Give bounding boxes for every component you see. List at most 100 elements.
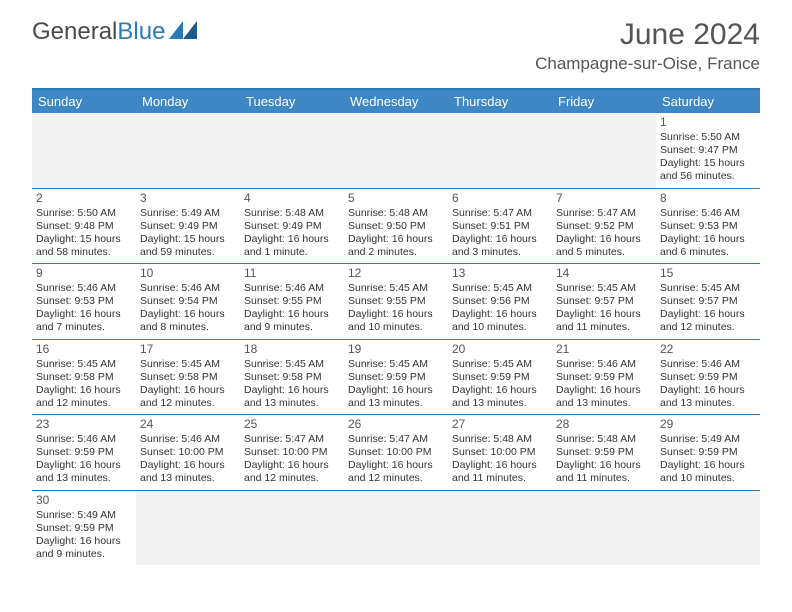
day-detail: Sunset: 9:58 PM [244, 371, 340, 384]
week-row: 2Sunrise: 5:50 AMSunset: 9:48 PMDaylight… [32, 189, 760, 265]
day-number: 9 [36, 266, 132, 281]
day-cell: 7Sunrise: 5:47 AMSunset: 9:52 PMDaylight… [552, 189, 656, 264]
day-cell: 10Sunrise: 5:46 AMSunset: 9:54 PMDayligh… [136, 264, 240, 339]
day-header: Saturday [656, 90, 760, 113]
day-cell: 25Sunrise: 5:47 AMSunset: 10:00 PMDaylig… [240, 415, 344, 490]
day-detail: Sunrise: 5:49 AM [660, 433, 756, 446]
day-header: Wednesday [344, 90, 448, 113]
day-detail: Daylight: 16 hours [244, 233, 340, 246]
day-detail: Sunset: 9:58 PM [36, 371, 132, 384]
day-detail: Sunrise: 5:46 AM [660, 358, 756, 371]
day-number: 2 [36, 191, 132, 206]
day-detail: and 12 minutes. [244, 472, 340, 485]
day-detail: Sunrise: 5:49 AM [140, 207, 236, 220]
day-detail: Sunrise: 5:47 AM [556, 207, 652, 220]
day-detail: and 10 minutes. [660, 472, 756, 485]
day-cell: 17Sunrise: 5:45 AMSunset: 9:58 PMDayligh… [136, 340, 240, 415]
day-detail: Sunset: 9:48 PM [36, 220, 132, 233]
blank-cell [552, 113, 656, 188]
day-detail: Daylight: 16 hours [660, 384, 756, 397]
day-cell: 9Sunrise: 5:46 AMSunset: 9:53 PMDaylight… [32, 264, 136, 339]
day-number: 20 [452, 342, 548, 357]
day-header-row: Sunday Monday Tuesday Wednesday Thursday… [32, 90, 760, 113]
day-detail: Sunset: 9:59 PM [556, 446, 652, 459]
day-detail: Sunrise: 5:47 AM [244, 433, 340, 446]
day-detail: and 13 minutes. [36, 472, 132, 485]
day-detail: Sunset: 9:59 PM [36, 446, 132, 459]
day-number: 26 [348, 417, 444, 432]
day-number: 27 [452, 417, 548, 432]
day-number: 13 [452, 266, 548, 281]
day-cell: 30Sunrise: 5:49 AMSunset: 9:59 PMDayligh… [32, 491, 136, 566]
day-cell: 23Sunrise: 5:46 AMSunset: 9:59 PMDayligh… [32, 415, 136, 490]
day-detail: and 12 minutes. [348, 472, 444, 485]
day-detail: Sunset: 9:50 PM [348, 220, 444, 233]
day-number: 23 [36, 417, 132, 432]
day-detail: and 10 minutes. [348, 321, 444, 334]
day-cell: 6Sunrise: 5:47 AMSunset: 9:51 PMDaylight… [448, 189, 552, 264]
logo-text-1: General [32, 18, 117, 46]
location: Champagne-sur-Oise, France [535, 54, 760, 74]
blank-cell [552, 491, 656, 566]
day-detail: and 3 minutes. [452, 246, 548, 259]
day-detail: Sunrise: 5:45 AM [452, 282, 548, 295]
day-detail: Daylight: 16 hours [660, 459, 756, 472]
day-detail: Daylight: 16 hours [36, 308, 132, 321]
day-detail: and 58 minutes. [36, 246, 132, 259]
day-detail: Sunset: 9:51 PM [452, 220, 548, 233]
day-detail: Daylight: 15 hours [140, 233, 236, 246]
day-detail: Daylight: 16 hours [660, 308, 756, 321]
day-detail: Sunset: 9:53 PM [660, 220, 756, 233]
day-number: 12 [348, 266, 444, 281]
day-detail: Daylight: 15 hours [36, 233, 132, 246]
day-detail: and 11 minutes. [556, 321, 652, 334]
blank-cell [448, 491, 552, 566]
day-detail: Sunset: 9:49 PM [244, 220, 340, 233]
day-detail: Sunset: 9:57 PM [660, 295, 756, 308]
day-detail: Daylight: 16 hours [452, 233, 548, 246]
day-detail: Daylight: 16 hours [140, 308, 236, 321]
day-detail: and 8 minutes. [140, 321, 236, 334]
day-cell: 21Sunrise: 5:46 AMSunset: 9:59 PMDayligh… [552, 340, 656, 415]
day-detail: and 13 minutes. [452, 397, 548, 410]
day-detail: Sunset: 10:00 PM [348, 446, 444, 459]
day-detail: and 13 minutes. [348, 397, 444, 410]
calendar: Sunday Monday Tuesday Wednesday Thursday… [32, 88, 760, 565]
title-block: June 2024 Champagne-sur-Oise, France [535, 18, 760, 74]
day-cell: 27Sunrise: 5:48 AMSunset: 10:00 PMDaylig… [448, 415, 552, 490]
header: GeneralBlue June 2024 Champagne-sur-Oise… [0, 0, 792, 82]
day-detail: Sunrise: 5:49 AM [36, 509, 132, 522]
day-detail: Sunrise: 5:46 AM [140, 433, 236, 446]
day-cell: 2Sunrise: 5:50 AMSunset: 9:48 PMDaylight… [32, 189, 136, 264]
day-detail: Sunset: 9:55 PM [348, 295, 444, 308]
day-detail: and 7 minutes. [36, 321, 132, 334]
day-detail: Sunset: 9:49 PM [140, 220, 236, 233]
week-row: 16Sunrise: 5:45 AMSunset: 9:58 PMDayligh… [32, 340, 760, 416]
day-number: 29 [660, 417, 756, 432]
day-detail: Daylight: 16 hours [660, 233, 756, 246]
logo-text-2: Blue [117, 18, 165, 46]
day-detail: Sunset: 10:00 PM [140, 446, 236, 459]
day-detail: Daylight: 16 hours [36, 459, 132, 472]
day-header: Sunday [32, 90, 136, 113]
day-detail: and 11 minutes. [452, 472, 548, 485]
day-detail: Sunset: 10:00 PM [244, 446, 340, 459]
day-number: 25 [244, 417, 340, 432]
day-detail: Sunrise: 5:45 AM [660, 282, 756, 295]
day-detail: Daylight: 16 hours [556, 233, 652, 246]
day-detail: Sunset: 9:52 PM [556, 220, 652, 233]
day-detail: Sunrise: 5:46 AM [244, 282, 340, 295]
day-detail: and 9 minutes. [244, 321, 340, 334]
day-detail: and 13 minutes. [556, 397, 652, 410]
day-number: 6 [452, 191, 548, 206]
day-detail: Sunrise: 5:45 AM [348, 358, 444, 371]
day-number: 7 [556, 191, 652, 206]
day-cell: 20Sunrise: 5:45 AMSunset: 9:59 PMDayligh… [448, 340, 552, 415]
day-detail: Daylight: 16 hours [348, 384, 444, 397]
day-cell: 22Sunrise: 5:46 AMSunset: 9:59 PMDayligh… [656, 340, 760, 415]
day-number: 18 [244, 342, 340, 357]
day-detail: Sunrise: 5:46 AM [660, 207, 756, 220]
day-detail: Daylight: 15 hours [660, 157, 756, 170]
day-detail: Sunset: 9:53 PM [36, 295, 132, 308]
day-detail: Daylight: 16 hours [36, 384, 132, 397]
